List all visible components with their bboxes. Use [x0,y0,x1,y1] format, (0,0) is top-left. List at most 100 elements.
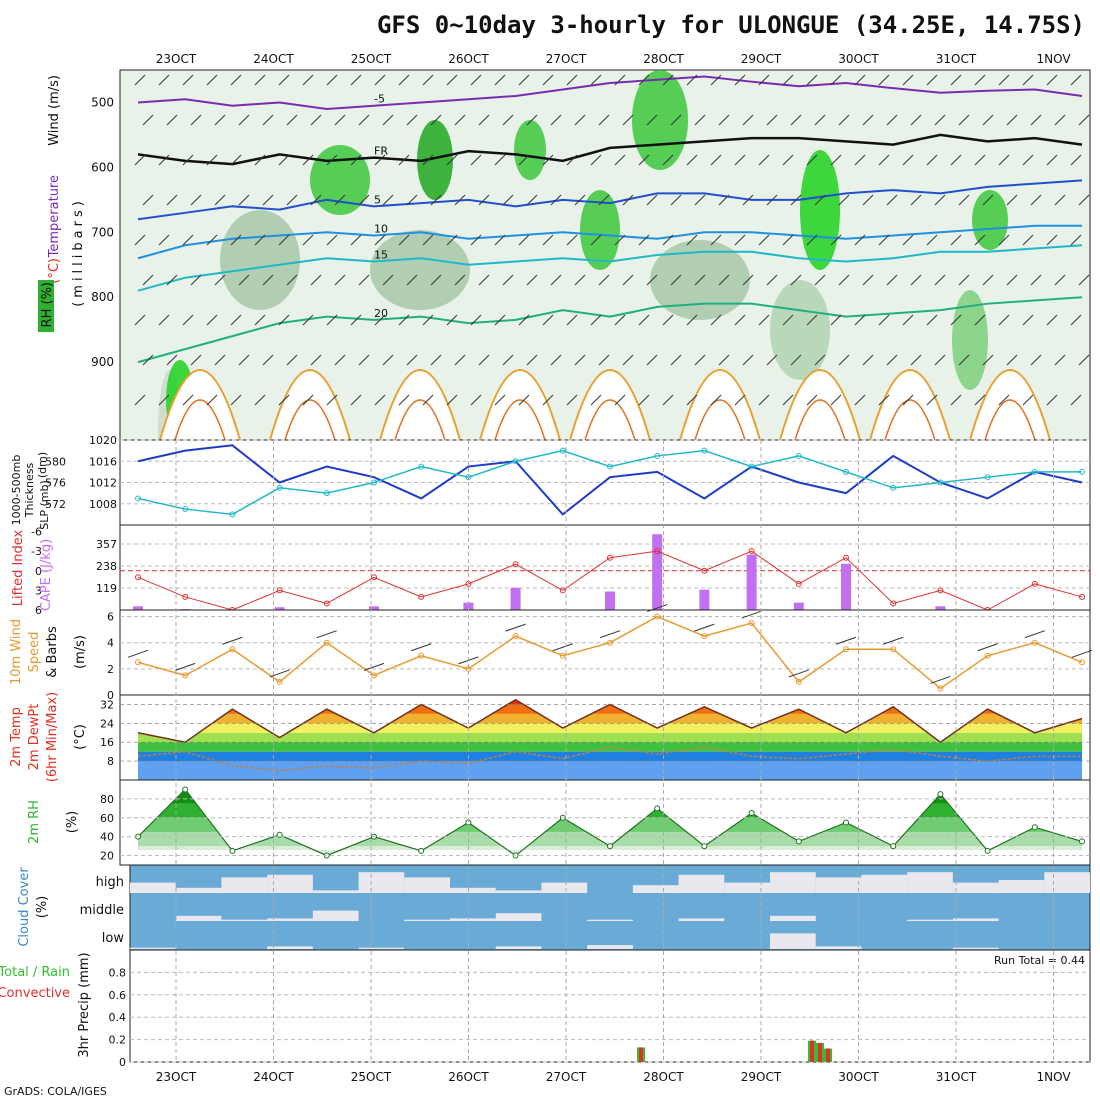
wind-barb [590,154,602,166]
cloud-high-label: high [96,875,124,890]
wind-barb [446,314,458,326]
wind-barb [166,114,178,126]
thickness-point [182,506,189,513]
contour-label: FR [374,145,388,158]
wind-barb [326,314,338,326]
wind-point [182,672,189,679]
rh-blob [770,280,830,380]
wind-barb [310,114,322,126]
wind-barb [254,314,266,326]
wind-barb [502,114,514,126]
wind-barb [886,194,898,206]
wind-barb [806,154,818,166]
wind-barb [454,274,466,286]
warm-contour [869,369,951,441]
wind10-panel: 0 2 4 6 10m Wind Speed & Barbs (m/s) [9,604,1093,702]
cloud-gap [221,877,268,893]
wind-barb [214,354,226,366]
upper-air-panel: -5 FR 5 10 15 20 500 600 700 800 900 Wind (m/s) T… [38,69,1091,490]
rh-blob [972,190,1008,250]
wind-barb [502,194,514,206]
wind-barb [406,114,418,126]
wind-barb [206,234,218,246]
wind-barb [206,394,218,406]
wind-barb [358,114,370,126]
wind-barb [950,394,962,406]
thickness-point [229,511,236,518]
cape-bar [274,607,285,610]
wind-barb [830,314,842,326]
precip-frame [129,949,1091,1063]
cape-bar [510,587,521,610]
wind-barb [326,234,338,246]
cloud-gap [312,890,359,893]
contour-label: 20 [374,307,388,320]
wind-barb [614,314,626,326]
wind-barb [505,623,526,632]
wind-barb [950,234,962,246]
cape-tick: 357 [96,538,117,551]
wind-barb [382,354,394,366]
precip-tick: 0.4 [109,1011,127,1024]
precip-panel: 0 0.2 0.4 0.6 0.8 Total / Rain Convective 3h… [0,949,1091,1069]
thickness-point [843,468,849,475]
wind-barb [446,74,458,86]
rh-point [890,843,897,850]
wind-barb [302,74,314,86]
pressure-axis: 500 600 700 800 900 [91,95,114,369]
pressure-tick: 500 [91,95,114,109]
wind-barb [638,74,650,86]
wind-barb [446,394,458,406]
thickness-point [512,458,519,465]
wind-barb [406,274,418,286]
wind-barb [622,194,634,206]
wind-barb [806,314,818,326]
wind-barb [950,154,962,166]
wind-barb [910,274,922,286]
pressure-tick: 800 [91,290,114,304]
wind-barb [214,194,226,206]
precip-tick: 0.2 [109,1034,127,1047]
cloud-gap [907,919,953,921]
wind-barb [206,74,218,86]
wind-barb [574,274,586,286]
wind-barb [230,234,242,246]
wind-barb [502,354,514,366]
wind-barb [934,114,946,126]
cape-panel: 119 238 357 6 3 0 -3 -6 Lifted Index CAPE (J/kg… [11,524,1091,617]
wind-barb [542,154,554,166]
rh-blob [632,70,688,170]
warm-contour [284,399,336,441]
wind-barb [478,194,490,206]
wind-barb [302,314,314,326]
wind-barb [358,194,370,206]
wind-barb [1070,234,1082,246]
wind-barb [190,354,202,366]
thickness-point [654,452,661,459]
wind-barb [902,154,914,166]
li-point [1079,593,1085,600]
wind-barb [158,154,170,166]
wind-barb [134,234,146,246]
warm-contour [794,399,846,441]
wind-barb [526,274,538,286]
wind-barb [142,354,154,366]
wind-barb [662,234,674,246]
thickness-point [1079,468,1085,475]
wind-barb [382,194,394,206]
wind-barb [686,234,698,246]
wind-barb [1046,74,1058,86]
wind-barb [358,274,370,286]
wind-barb [206,154,218,166]
rh-blob [417,120,453,200]
wind-barb [670,114,682,126]
footer-credit: GrADS: COLA/IGES [4,1085,107,1098]
wind-barb [686,154,698,166]
wind-barb [782,394,794,406]
wind-barb [638,314,650,326]
wind-barb [398,314,410,326]
cloud-gap [358,872,405,893]
wind-barb [734,74,746,86]
wind-barb [902,394,914,406]
x-tick-label: 28OCT [643,1070,684,1084]
